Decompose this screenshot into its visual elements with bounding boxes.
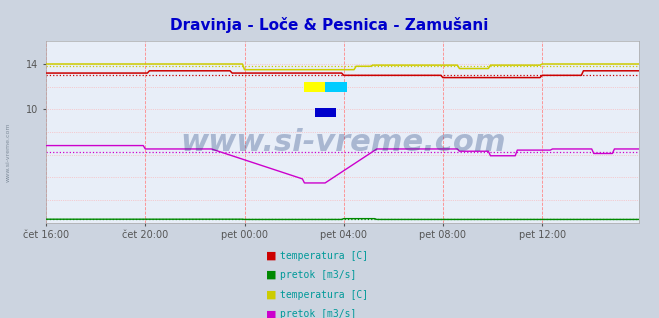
FancyBboxPatch shape [315,108,336,117]
Text: www.si-vreme.com: www.si-vreme.com [5,123,11,183]
Text: www.si-vreme.com: www.si-vreme.com [180,128,505,157]
FancyBboxPatch shape [304,82,326,92]
FancyBboxPatch shape [326,82,347,92]
Text: ■: ■ [266,270,277,280]
Text: ■: ■ [266,290,277,300]
Text: pretok [m3/s]: pretok [m3/s] [280,270,357,280]
Text: temperatura [C]: temperatura [C] [280,290,368,300]
Text: pretok [m3/s]: pretok [m3/s] [280,309,357,318]
Text: ■: ■ [266,251,277,261]
Text: ■: ■ [266,309,277,318]
Text: Dravinja - Loče & Pesnica - Zamušani: Dravinja - Loče & Pesnica - Zamušani [170,17,489,33]
Text: temperatura [C]: temperatura [C] [280,251,368,261]
